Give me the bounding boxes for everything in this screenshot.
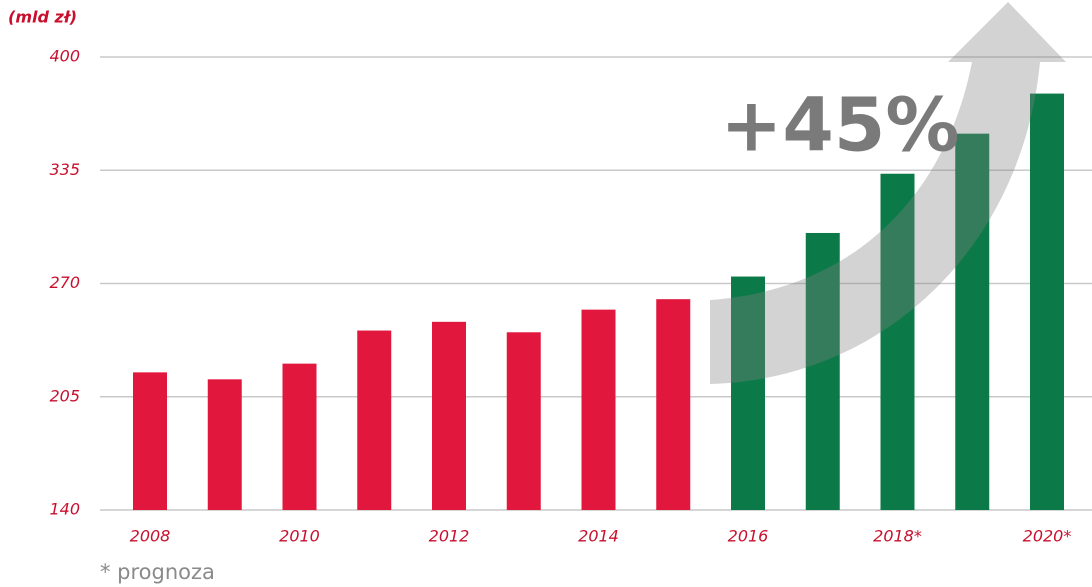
bar (282, 363, 317, 510)
y-tick-label: 270 (49, 273, 80, 292)
x-tick-label: 2014 (578, 527, 619, 546)
growth-arrow (710, 2, 1066, 384)
y-tick-label: 140 (49, 500, 80, 519)
y-tick-label: 400 (49, 47, 80, 66)
x-tick-label: 2020* (1023, 527, 1072, 546)
x-tick-label: 2010 (279, 527, 320, 546)
bar (432, 321, 466, 510)
x-tick-label: 2008 (130, 527, 171, 546)
x-tick-label: 2016 (728, 527, 769, 546)
bar (955, 133, 990, 510)
bar (1030, 93, 1064, 510)
unit-label: (mld zł) (8, 8, 77, 27)
note: * prognoza (100, 560, 215, 584)
bar (506, 332, 541, 510)
y-tick-label: 335 (49, 160, 80, 179)
bar (731, 276, 765, 510)
y-tick-label: 205 (49, 386, 80, 405)
x-tick-label: 2018* (873, 527, 922, 546)
bar (357, 330, 392, 510)
bars (133, 93, 1064, 510)
bar (805, 232, 840, 510)
x-tick-label: 2012 (429, 527, 470, 546)
annotation: +45% (720, 83, 959, 169)
bar (581, 309, 616, 510)
bar (656, 299, 691, 510)
bar (880, 173, 915, 510)
bar (207, 379, 242, 510)
bar (133, 372, 167, 510)
grid: 140 205 270 335 400 2008 2010 2012 2014 2016 2018*… (49, 47, 1092, 546)
